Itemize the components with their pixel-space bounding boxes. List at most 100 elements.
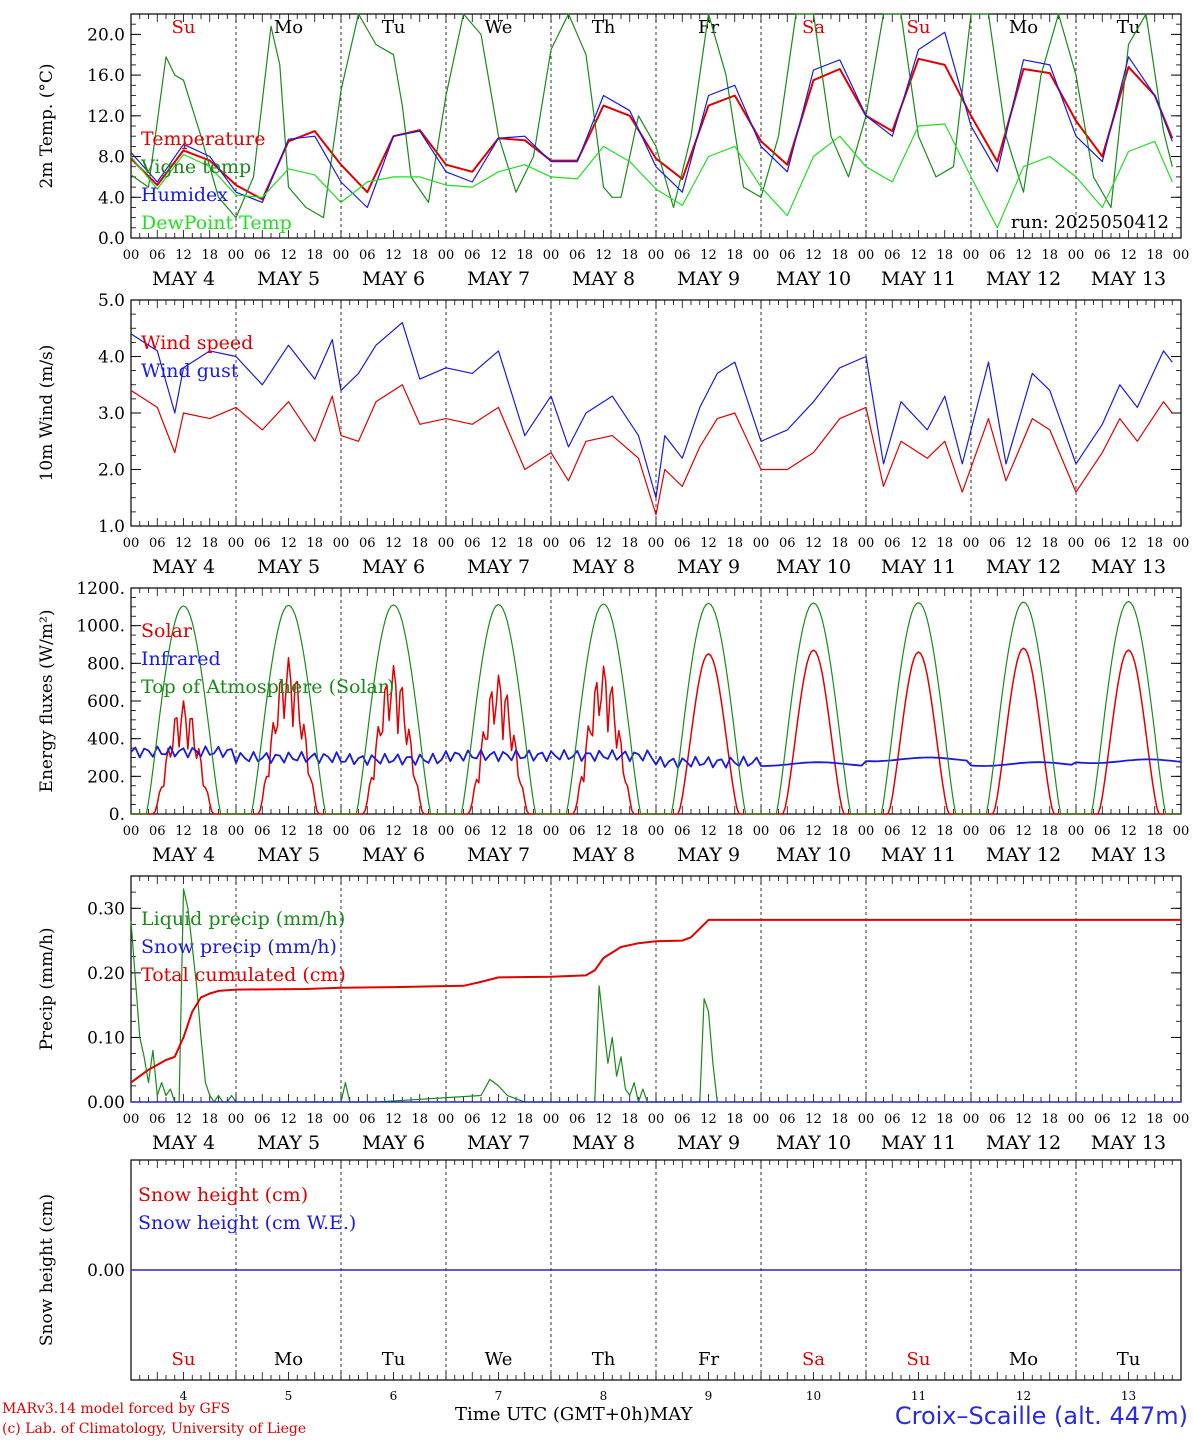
panel-frame <box>130 13 1182 239</box>
day-number-label: 13 <box>1121 1389 1136 1403</box>
day-number-label: 4 <box>180 1389 188 1403</box>
hour-tick-label: 00 <box>858 824 875 839</box>
hour-tick-label: 06 <box>464 824 481 839</box>
weekday-label: Su <box>172 17 196 38</box>
y-tick-label: 0.00 <box>87 1261 125 1281</box>
weekday-label: Th <box>592 1349 616 1370</box>
hour-tick-label: 00 <box>333 536 350 551</box>
y-tick-label: 200. <box>87 767 125 787</box>
hour-tick-label: 12 <box>1120 1112 1137 1127</box>
hour-tick-label: 12 <box>700 1112 717 1127</box>
y-axis-label: Precip (mm/h) <box>37 927 57 1050</box>
wind-gust-series <box>130 322 1173 499</box>
hour-tick-label: 06 <box>989 824 1006 839</box>
hour-tick-label: 06 <box>254 824 271 839</box>
hour-tick-label: 00 <box>228 1112 245 1127</box>
hour-tick-label: 00 <box>753 248 770 263</box>
hour-tick-label: 18 <box>1041 824 1058 839</box>
date-label: MAY 7 <box>467 844 530 866</box>
date-label: MAY 8 <box>572 556 635 578</box>
hour-tick-label: 06 <box>569 536 586 551</box>
hour-tick-label: 18 <box>621 1112 638 1127</box>
date-label: MAY 5 <box>257 844 320 866</box>
weekday-label: Fr <box>698 17 719 38</box>
date-label: MAY 11 <box>881 556 956 578</box>
hour-tick-label: 12 <box>595 824 612 839</box>
hour-tick-label: 12 <box>490 824 507 839</box>
hour-tick-label: 18 <box>516 248 533 263</box>
weekday-label: Su <box>172 1349 196 1370</box>
weekday-label: Tu <box>382 1349 406 1370</box>
y-tick-label: 1000. <box>76 617 125 637</box>
hour-tick-label: 18 <box>1146 536 1163 551</box>
hour-tick-label: 18 <box>831 1112 848 1127</box>
hour-tick-label: 00 <box>123 248 140 263</box>
hour-tick-label: 06 <box>989 536 1006 551</box>
y-tick-label: 5.0 <box>98 291 125 311</box>
y-axis-label: 2m Temp. (°C) <box>37 63 57 188</box>
vigne-temp-series <box>130 13 1173 219</box>
hour-tick-label: 12 <box>175 1112 192 1127</box>
hour-tick-label: 18 <box>306 536 323 551</box>
hour-tick-label: 12 <box>805 536 822 551</box>
hour-tick-label: 06 <box>254 248 271 263</box>
hour-tick-label: 18 <box>621 248 638 263</box>
hour-tick-label: 00 <box>1173 248 1190 263</box>
legend-entry: Wind speed <box>141 332 253 354</box>
date-label: MAY 12 <box>986 1132 1061 1154</box>
hour-tick-label: 06 <box>1094 1112 1111 1127</box>
date-label: MAY 10 <box>776 1132 851 1154</box>
legend-entry: Snow height (cm W.E.) <box>138 1212 356 1234</box>
date-label: MAY 13 <box>1091 556 1166 578</box>
hour-tick-label: 12 <box>490 536 507 551</box>
hour-tick-label: 18 <box>411 1112 428 1127</box>
y-tick-label: 0. <box>109 805 125 825</box>
hour-tick-label: 18 <box>1146 1112 1163 1127</box>
hour-tick-label: 18 <box>516 536 533 551</box>
hour-tick-label: 06 <box>674 824 691 839</box>
weekday-label: Tu <box>1117 17 1141 38</box>
day-number-label: 5 <box>285 1389 293 1403</box>
hour-tick-label: 06 <box>884 248 901 263</box>
hour-tick-label: 12 <box>910 1112 927 1127</box>
station-title: Croix–Scaille (alt. 447m) <box>894 1402 1188 1430</box>
hour-tick-label: 00 <box>438 536 455 551</box>
weekday-label: Mo <box>274 1349 303 1370</box>
hour-tick-label: 06 <box>569 1112 586 1127</box>
humidex-series <box>130 31 1173 209</box>
hour-tick-label: 18 <box>726 824 743 839</box>
hour-tick-label: 18 <box>1041 536 1058 551</box>
legend-entry: Total cumulated (cm) <box>141 964 346 986</box>
hour-tick-label: 00 <box>963 248 980 263</box>
hour-tick-label: 12 <box>1120 824 1137 839</box>
weekday-label: Mo <box>274 17 303 38</box>
y-axis-label: 10m Wind (m/s) <box>37 345 57 482</box>
hour-tick-label: 12 <box>280 1112 297 1127</box>
hour-tick-label: 18 <box>621 536 638 551</box>
hour-tick-label: 18 <box>621 824 638 839</box>
legend-entry: Humidex <box>141 184 228 206</box>
hour-tick-label: 18 <box>936 1112 953 1127</box>
date-label: MAY 9 <box>677 844 740 866</box>
hour-tick-label: 00 <box>963 824 980 839</box>
hour-tick-label: 00 <box>123 1112 140 1127</box>
y-tick-label: 8.0 <box>98 148 125 168</box>
y-tick-label: 3.0 <box>98 404 125 424</box>
hour-tick-label: 12 <box>910 536 927 551</box>
hour-tick-label: 00 <box>333 1112 350 1127</box>
y-tick-label: 16.0 <box>87 66 125 86</box>
hour-tick-label: 00 <box>228 536 245 551</box>
hour-tick-label: 18 <box>306 824 323 839</box>
day-number-label: 7 <box>495 1389 503 1403</box>
hour-tick-label: 06 <box>359 536 376 551</box>
hour-tick-label: 00 <box>1068 1112 1085 1127</box>
legend-entry: Vigne temp <box>140 156 251 178</box>
weekday-label: Su <box>907 1349 931 1370</box>
hour-tick-label: 00 <box>438 824 455 839</box>
legend-entry: Wind gust <box>141 360 239 382</box>
hour-tick-label: 12 <box>1015 536 1032 551</box>
hour-tick-label: 06 <box>359 248 376 263</box>
y-tick-label: 20.0 <box>87 25 125 45</box>
hour-tick-label: 18 <box>201 248 218 263</box>
hour-tick-label: 12 <box>595 1112 612 1127</box>
